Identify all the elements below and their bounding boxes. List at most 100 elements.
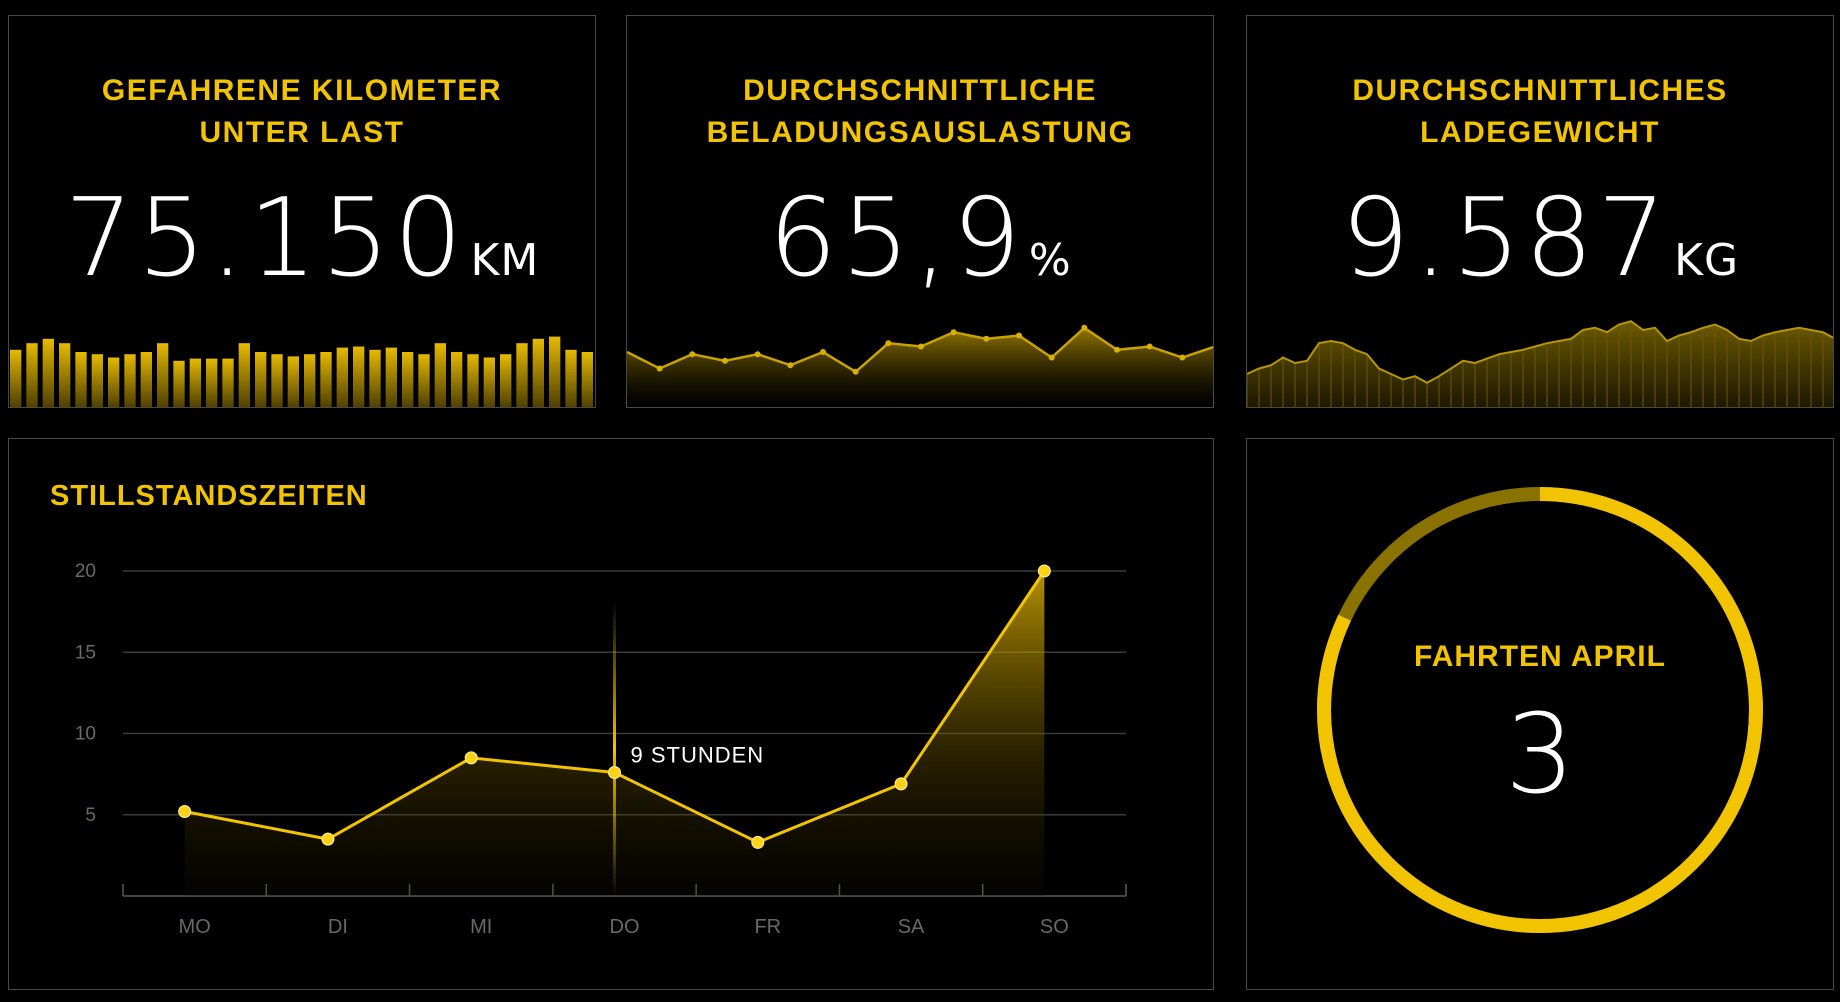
spark-bar — [369, 349, 381, 407]
spark-line — [1247, 320, 1833, 384]
spark-bar — [320, 352, 332, 407]
data-point[interactable] — [464, 751, 478, 765]
spark-point — [689, 351, 696, 358]
kpi-value: 65,9% — [627, 176, 1213, 301]
spark-bar — [59, 343, 71, 407]
spark-bar — [402, 352, 414, 407]
utilization-line-sparkline — [627, 324, 1213, 407]
spark-point — [820, 349, 826, 355]
spark-bar — [238, 343, 250, 407]
kpi-title-line2: UNTER LAST — [199, 116, 405, 149]
x-tick-label: DI — [328, 916, 348, 938]
x-tick-label: MI — [470, 916, 492, 938]
spark-bar — [500, 354, 512, 407]
trips-ring-panel — [1246, 438, 1834, 990]
spark-bar — [434, 343, 446, 407]
spark-bar — [304, 354, 316, 407]
spark-point — [1048, 354, 1055, 361]
spark-bar — [385, 347, 397, 407]
spark-point — [656, 365, 663, 372]
x-tick-label: SO — [1040, 916, 1069, 938]
spark-bar — [157, 343, 169, 407]
spark-point — [1081, 324, 1088, 331]
spark-bar — [581, 352, 593, 407]
spark-bar — [108, 357, 120, 407]
data-point[interactable] — [894, 777, 908, 791]
kpi-card-load-weight: DURCHSCHNITTLICHES LADEGEWICHT 9.587KG — [1246, 15, 1834, 408]
ring-progress — [1317, 487, 1763, 933]
spark-point — [918, 343, 924, 350]
downtime-line-chart: 5 10 15 20 MO DI MI DO FR SA SO 9 STUNDEN — [75, 561, 1127, 938]
spark-bar — [75, 352, 87, 407]
y-tick-label: 5 — [85, 805, 96, 826]
spark-point — [950, 329, 957, 336]
spark-point — [787, 362, 794, 369]
spark-bar — [467, 354, 479, 407]
kpi-title: DURCHSCHNITTLICHES LADEGEWICHT — [1247, 70, 1833, 154]
kpi-number: 65,9 — [768, 176, 1025, 301]
kpi-title: GEFAHRENE KILOMETER UNTER LAST — [9, 70, 595, 154]
load-weight-area-sparkline — [1247, 320, 1833, 407]
data-point[interactable] — [608, 766, 621, 779]
kpi-card-utilization: DURCHSCHNITTLICHE BELADUNGSAUSLASTUNG 65… — [626, 15, 1214, 408]
x-tick-label: SA — [898, 916, 925, 938]
spark-point — [1016, 332, 1022, 339]
x-tick-label: DO — [610, 916, 640, 938]
kpi-title-line2: LADEGEWICHT — [1420, 116, 1660, 149]
kpi-unit: % — [1028, 235, 1072, 286]
kilometer-bar-sparkline — [10, 336, 593, 407]
spark-bar — [271, 354, 283, 407]
kpi-title-line1: GEFAHRENE KILOMETER — [101, 74, 503, 107]
kpi-unit: KM — [470, 235, 540, 286]
spark-point — [722, 357, 728, 364]
spark-point — [852, 368, 859, 375]
kpi-title-line1: DURCHSCHNITTLICHE — [743, 74, 1097, 107]
ring-value: 3 — [1505, 690, 1575, 818]
spark-bar — [222, 358, 234, 407]
kpi-title-line2: BELADUNGSAUSLASTUNG — [706, 116, 1134, 149]
spark-bar — [91, 354, 103, 407]
kpi-value: 9.587KG — [1247, 176, 1833, 301]
y-tick-label: 10 — [75, 724, 96, 745]
spark-bar — [353, 346, 365, 407]
annotation-label: 9 STUNDEN — [631, 743, 765, 768]
spark-point — [1114, 346, 1120, 353]
kpi-title-line1: DURCHSCHNITTLICHES — [1352, 74, 1728, 107]
x-tick-label: FR — [754, 916, 781, 938]
spark-point — [754, 351, 761, 358]
spark-area — [1247, 321, 1833, 407]
y-tick-label: 15 — [75, 642, 96, 663]
ring-label: FAHRTEN APRIL — [1414, 640, 1666, 673]
x-tick-label: MO — [179, 916, 211, 938]
spark-bar — [26, 343, 38, 407]
y-tick-label: 20 — [75, 561, 96, 582]
data-point[interactable] — [751, 835, 765, 849]
spark-bar — [451, 352, 463, 407]
spark-bar — [42, 338, 54, 407]
spark-bar — [140, 352, 152, 407]
chart-title: STILLSTANDSZEITEN — [50, 480, 368, 512]
spark-bar — [287, 356, 299, 407]
spark-bar — [173, 360, 185, 407]
spark-bar — [189, 358, 201, 407]
spark-point — [1146, 343, 1153, 350]
highlight-marker — [613, 601, 616, 896]
spark-bar — [565, 349, 577, 407]
kpi-number: 9.587 — [1340, 176, 1671, 301]
spark-area — [627, 327, 1213, 407]
spark-bar — [124, 354, 136, 407]
spark-bar — [418, 354, 430, 407]
kpi-number: 75.150 — [64, 176, 467, 301]
spark-bar — [483, 357, 495, 407]
data-point[interactable] — [321, 832, 335, 846]
spark-bar — [336, 347, 348, 407]
spark-point — [885, 340, 892, 347]
data-point[interactable] — [1037, 564, 1051, 578]
spark-bar — [10, 349, 22, 407]
kpi-title: DURCHSCHNITTLICHE BELADUNGSAUSLASTUNG — [627, 70, 1213, 154]
spark-point — [983, 335, 990, 342]
spark-bar — [549, 336, 561, 407]
data-point[interactable] — [178, 805, 192, 818]
spark-bar — [516, 343, 528, 407]
spark-bar — [255, 352, 267, 407]
